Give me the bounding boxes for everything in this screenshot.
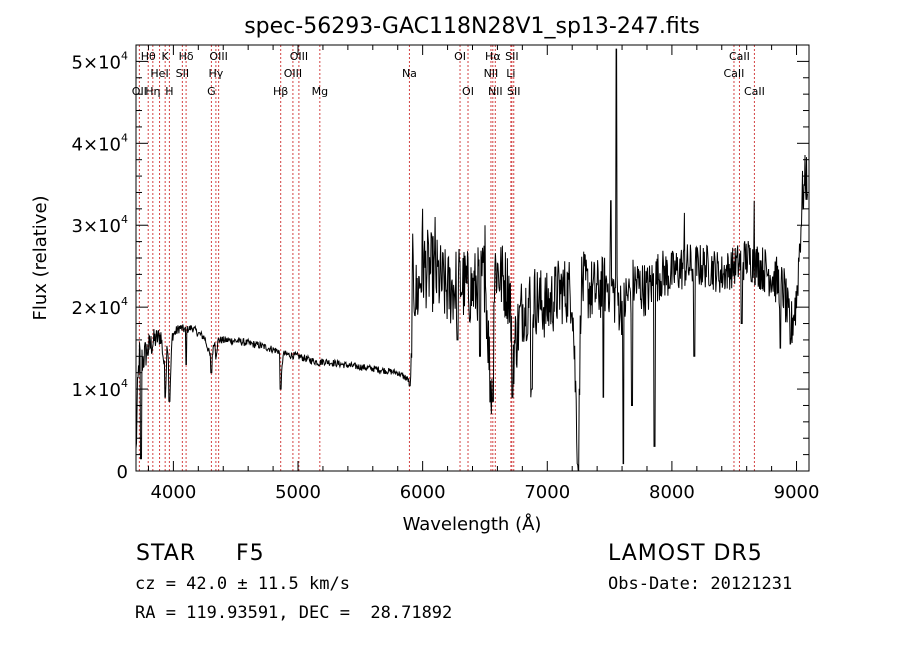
spectral-line-label: SII — [507, 85, 520, 98]
spectral-line-label: SII — [505, 50, 518, 63]
x-tick-label: 5000 — [275, 482, 321, 503]
spectral-line-label: G — [207, 85, 216, 98]
spectral-line-label: CaII — [729, 50, 750, 63]
y-tick-exponent: 4 — [121, 295, 128, 308]
y-tick-label: 1×104 — [72, 377, 128, 401]
x-tick-label: 9000 — [774, 482, 820, 503]
spectral-line-label: OIII — [209, 50, 227, 63]
spectral-line-label: Hδ — [179, 50, 194, 63]
spectral-line-label: Hγ — [208, 67, 223, 80]
y-tick-label: 5×104 — [72, 49, 128, 73]
spectral-line-markers — [138, 45, 755, 471]
x-tick-label: 7000 — [524, 482, 570, 503]
spectral-line-label: Mg — [312, 85, 328, 98]
spectral-line-label: OI — [462, 85, 474, 98]
x-tick-label: 8000 — [649, 482, 695, 503]
spectral-line-label: H — [165, 85, 173, 98]
y-axis-label: Flux (relative) — [30, 195, 51, 320]
y-tick-exponent: 4 — [121, 213, 128, 226]
y-axis: 0 1×104 2×104 3×104 4×104 5×104 — [72, 49, 809, 483]
y-tick-label: 4×104 — [72, 131, 128, 155]
obs-date: Obs-Date: 20121231 — [608, 574, 793, 594]
spectral-line-label: NII — [488, 85, 503, 98]
y-tick-label: 3×104 — [72, 213, 128, 237]
spectral-line-label: Hα — [485, 50, 501, 63]
spectral-line-label: CaII — [724, 67, 745, 80]
spectral-line-label: SII — [176, 67, 189, 80]
spectral-line-label: Li — [506, 67, 515, 80]
subclass: F5 — [236, 541, 265, 566]
spectral-line-label: K — [162, 50, 170, 63]
y-tick-exponent: 4 — [121, 131, 128, 144]
spectrum-line — [135, 48, 808, 472]
coordinates: RA = 119.93591, DEC = 28.71892 — [135, 603, 453, 623]
spectral-line-label: Na — [402, 67, 417, 80]
y-tick-exponent: 4 — [121, 49, 128, 62]
y-tick-exponent: 4 — [121, 377, 128, 390]
spectral-line-label: Hβ — [273, 85, 288, 98]
spectrum-chart: spec-56293-GAC118N28V1_sp13-247.fits OII… — [30, 14, 820, 535]
spectral-line-label: Hθ — [141, 50, 156, 63]
y-tick-label: 0 — [117, 462, 128, 483]
survey-name: LAMOST DR5 — [608, 541, 763, 566]
spectral-line-label: Hη — [145, 85, 160, 98]
chart-title: spec-56293-GAC118N28V1_sp13-247.fits — [244, 14, 700, 39]
object-type: STAR — [136, 541, 197, 566]
x-tick-label: 6000 — [400, 482, 446, 503]
spectral-line-label: CaII — [744, 85, 765, 98]
x-axis: 4000 5000 6000 7000 8000 9000 — [147, 45, 820, 503]
spectral-line-label: NII — [484, 67, 499, 80]
redshift: cz = 42.0 ± 11.5 km/s — [135, 574, 350, 594]
spectral-line-label: OI — [454, 50, 466, 63]
x-axis-label: Wavelength (Å) — [403, 513, 542, 535]
spectral-line-label: OIII — [284, 67, 302, 80]
spectral-line-labels: OIIHθHηHeIKHSIIHδGHγOIIIHβOIIIOIIIMgNaOI… — [132, 50, 765, 98]
x-tick-label: 4000 — [150, 482, 196, 503]
spectral-line-label: OIII — [290, 50, 308, 63]
spectral-line-label: HeI — [150, 67, 168, 80]
y-tick-label: 2×104 — [72, 295, 128, 319]
